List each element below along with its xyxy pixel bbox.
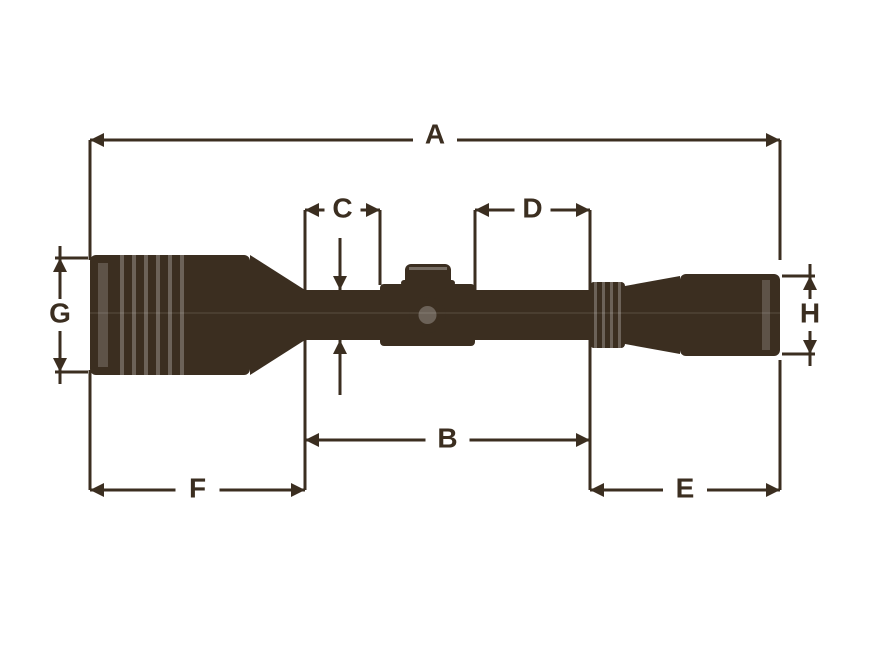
dim-label-H: H (800, 297, 820, 328)
dim-label-G: G (49, 297, 71, 328)
dim-label-C: C (332, 192, 352, 223)
dim-label-B: B (437, 422, 457, 453)
dim-label-E: E (676, 472, 695, 503)
dim-label-A: A (425, 118, 445, 149)
dim-label-D: D (522, 192, 542, 223)
scope-dimension-diagram: A D C B F E G H (0, 0, 880, 660)
dim-label-F: F (189, 472, 206, 503)
